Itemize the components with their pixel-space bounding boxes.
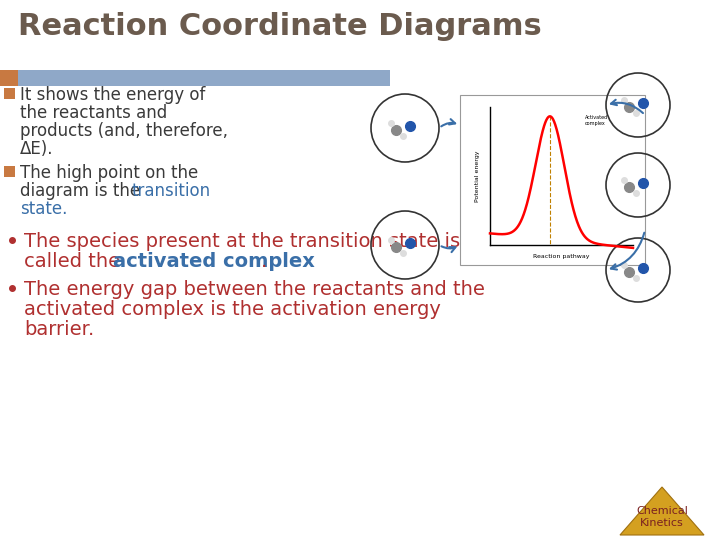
Text: Chemical
Kinetics: Chemical Kinetics <box>636 506 688 528</box>
Bar <box>0 70 18 86</box>
Polygon shape <box>620 487 704 535</box>
Text: Activated
complex: Activated complex <box>585 115 608 126</box>
Text: the reactants and: the reactants and <box>20 104 167 122</box>
Text: called the: called the <box>24 252 127 271</box>
Text: activated complex is the activation energy: activated complex is the activation ener… <box>24 300 441 319</box>
Text: Potential energy: Potential energy <box>475 150 480 202</box>
Text: Reaction Coordinate Diagrams: Reaction Coordinate Diagrams <box>18 12 541 41</box>
Text: .: . <box>261 252 267 271</box>
Text: ΔE).: ΔE). <box>20 140 53 158</box>
Text: The high point on the: The high point on the <box>20 164 198 182</box>
Text: The species present at the transition state is: The species present at the transition st… <box>24 232 460 251</box>
Bar <box>0 70 390 86</box>
Bar <box>4 88 15 99</box>
Bar <box>4 166 15 177</box>
Text: Reaction pathway: Reaction pathway <box>534 254 590 259</box>
Text: products (and, therefore,: products (and, therefore, <box>20 122 228 140</box>
Text: barrier.: barrier. <box>24 320 94 339</box>
Text: state.: state. <box>20 200 68 218</box>
Text: It shows the energy of: It shows the energy of <box>20 86 205 104</box>
Bar <box>460 95 645 265</box>
Text: The energy gap between the reactants and the: The energy gap between the reactants and… <box>24 280 485 299</box>
Text: activated complex: activated complex <box>113 252 315 271</box>
Text: diagram is the: diagram is the <box>20 182 145 200</box>
Text: transition: transition <box>131 182 210 200</box>
